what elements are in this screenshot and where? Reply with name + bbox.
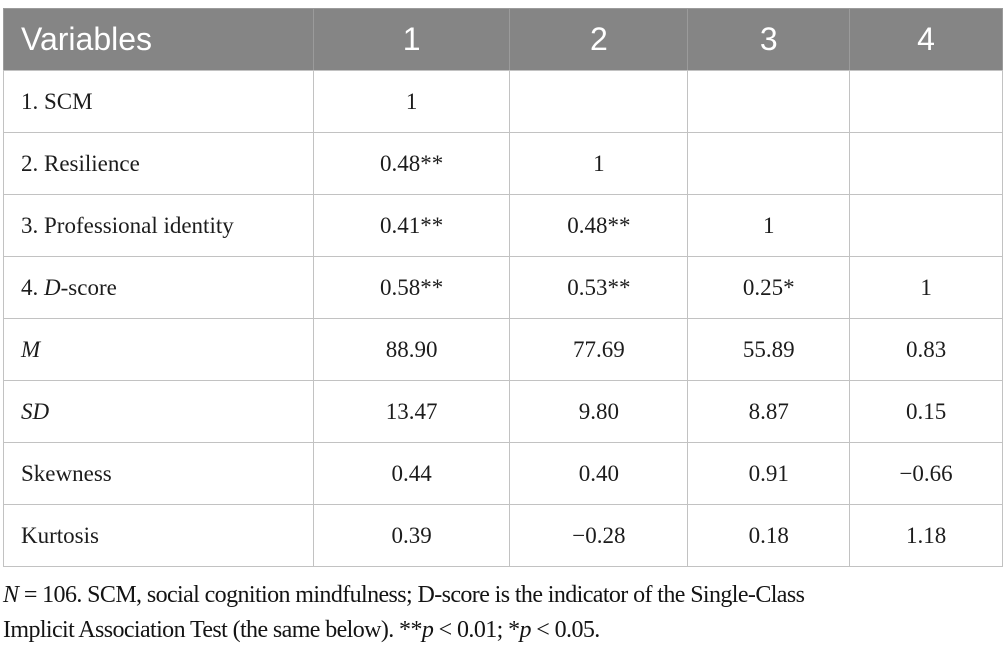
text: < 0.05.: [530, 617, 600, 643]
italic-text: p: [421, 617, 434, 643]
footnote-line: Implicit Association Test (the same belo…: [3, 613, 804, 648]
table-cell: [687, 70, 851, 133]
italic-text: M: [21, 336, 41, 362]
row-label: Skewness: [3, 442, 314, 505]
table-cell: [849, 194, 1003, 257]
table-cell: 8.87: [687, 380, 851, 443]
table-cell: −0.28: [509, 504, 689, 567]
table-cell: 0.40: [509, 442, 689, 505]
table-cell: 55.89: [687, 318, 851, 381]
header-col-3: 3: [687, 8, 851, 71]
table-cell: 1.18: [849, 504, 1003, 567]
text: Kurtosis: [21, 522, 99, 548]
table-cell: 0.39: [312, 504, 511, 567]
table-cell: 0.53**: [509, 256, 689, 319]
table-cell: 0.91: [687, 442, 851, 505]
table-cell: 0.44: [312, 442, 511, 505]
table-row: M 88.90 77.69 55.89 0.83: [3, 318, 1003, 381]
table-cell: 13.47: [312, 380, 511, 443]
text: = 106. SCM, social cognition mindfulness…: [18, 582, 805, 608]
table-row: 3. Professional identity 0.41** 0.48** 1: [3, 194, 1003, 257]
table-footnote: N = 106. SCM, social cognition mindfulne…: [3, 578, 805, 648]
text: 2. Resilience: [21, 150, 140, 176]
table-cell: 77.69: [509, 318, 689, 381]
table-cell: −0.66: [849, 442, 1003, 505]
header-col-1: 1: [312, 8, 511, 71]
table-cell: [509, 70, 689, 133]
italic-text: p: [519, 617, 532, 643]
row-label: 3. Professional identity: [3, 194, 314, 257]
table-row: 2. Resilience 0.48** 1: [3, 132, 1003, 195]
table-cell: [849, 70, 1003, 133]
row-label: 4. D-score: [3, 256, 314, 319]
table-cell: 0.48**: [312, 132, 511, 195]
row-label: SD: [3, 380, 314, 443]
table-cell: 0.58**: [312, 256, 511, 319]
row-label: 2. Resilience: [3, 132, 314, 195]
table-cell: 0.83: [849, 318, 1003, 381]
table-row: 4. D-score 0.58** 0.53** 0.25* 1: [3, 256, 1003, 319]
text: 3. Professional identity: [21, 212, 234, 238]
text: < 0.01; *: [433, 617, 520, 643]
header-variables: Variables: [3, 8, 314, 71]
table-row: Kurtosis 0.39 −0.28 0.18 1.18: [3, 504, 1003, 567]
table-row: Skewness 0.44 0.40 0.91 −0.66: [3, 442, 1003, 505]
footnote-line: N = 106. SCM, social cognition mindfulne…: [3, 578, 805, 613]
table-row: SD 13.47 9.80 8.87 0.15: [3, 380, 1003, 443]
italic-text: SD: [21, 398, 50, 424]
table-cell: 1: [687, 194, 851, 257]
text: Implicit Association Test (the same belo…: [3, 617, 422, 643]
table-cell: 1: [509, 132, 689, 195]
header-col-4: 4: [849, 8, 1003, 71]
table-row: 1. SCM 1: [3, 70, 1003, 133]
header-col-2: 2: [509, 8, 689, 71]
italic-text: D: [44, 274, 61, 300]
table-cell: 0.25*: [687, 256, 851, 319]
table-cell: 9.80: [509, 380, 689, 443]
table-cell: 0.18: [687, 504, 851, 567]
text: Skewness: [21, 460, 112, 486]
table-cell: 1: [312, 70, 511, 133]
italic-text: N: [3, 582, 19, 608]
table-cell: 0.15: [849, 380, 1003, 443]
table-cell: 88.90: [312, 318, 511, 381]
table-cell: 1: [849, 256, 1003, 319]
text: 1. SCM: [21, 88, 93, 114]
row-label: 1. SCM: [3, 70, 314, 133]
table-cell: [849, 132, 1003, 195]
text: -score: [60, 274, 117, 300]
row-label: Kurtosis: [3, 504, 314, 567]
text: 4.: [21, 274, 44, 300]
table-cell: 0.41**: [312, 194, 511, 257]
table-cell: [687, 132, 851, 195]
table-cell: 0.48**: [509, 194, 689, 257]
row-label: M: [3, 318, 314, 381]
